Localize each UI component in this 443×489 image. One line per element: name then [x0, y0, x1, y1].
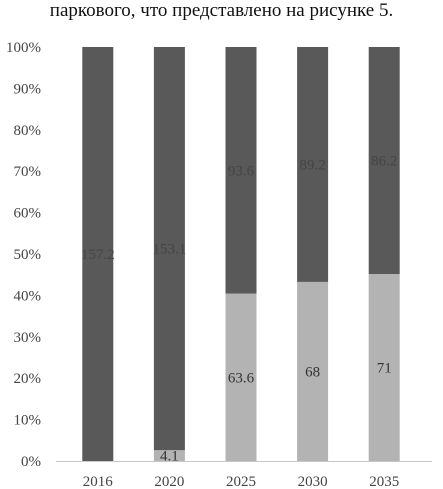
y-tick-label: 60%	[14, 206, 42, 222]
bar-segment-upper	[82, 47, 114, 461]
label-layer: 157.2 4.1 153.1 63.6 93.6 68 89.2 71 86.2	[81, 154, 397, 465]
data-label: 89.2	[299, 157, 325, 173]
bar-segment-upper	[297, 47, 329, 282]
bar-segment-upper	[153, 47, 185, 451]
data-label: 68	[305, 364, 320, 380]
x-tick-label: 2016	[83, 474, 114, 489]
bar-segment-lower	[225, 293, 257, 461]
bar-segment-lower	[153, 450, 185, 461]
bar-segment-lower	[368, 274, 400, 461]
y-tick-label: 30%	[14, 330, 42, 346]
x-tick-label: 2030	[298, 474, 328, 489]
bar-segment-upper	[225, 47, 257, 294]
y-tick-label: 20%	[14, 371, 42, 387]
y-tick-label: 100%	[6, 40, 41, 56]
bar-layer	[82, 47, 400, 461]
x-tick-label: 2035	[369, 474, 399, 489]
x-tick-label: 2025	[226, 474, 256, 489]
y-tick-label: 90%	[14, 81, 42, 97]
data-label: 63.6	[228, 370, 255, 386]
figure-caption: паркового, что представлено на рисунке 5…	[49, 0, 394, 21]
bar-segment-lower	[297, 281, 329, 461]
y-tick-label: 0%	[21, 454, 41, 470]
y-tick-label: 40%	[14, 288, 42, 304]
axis-layer: 0% 10% 20% 30% 40% 50% 60% 70% 80% 90% 100% 2016 202…	[6, 40, 432, 489]
y-tick-label: 80%	[14, 123, 42, 139]
bar-segment-upper	[368, 47, 400, 275]
data-label: 93.6	[228, 163, 255, 179]
y-tick-label: 70%	[14, 164, 42, 180]
y-tick-label: 10%	[14, 413, 42, 429]
data-label: 71	[377, 361, 392, 377]
x-tick-label: 2020	[154, 474, 184, 489]
data-label: 157.2	[81, 247, 115, 263]
y-tick-label: 50%	[14, 247, 42, 263]
data-label: 153.1	[153, 242, 187, 258]
data-label: 4.1	[160, 449, 179, 465]
data-label: 86.2	[371, 154, 397, 170]
